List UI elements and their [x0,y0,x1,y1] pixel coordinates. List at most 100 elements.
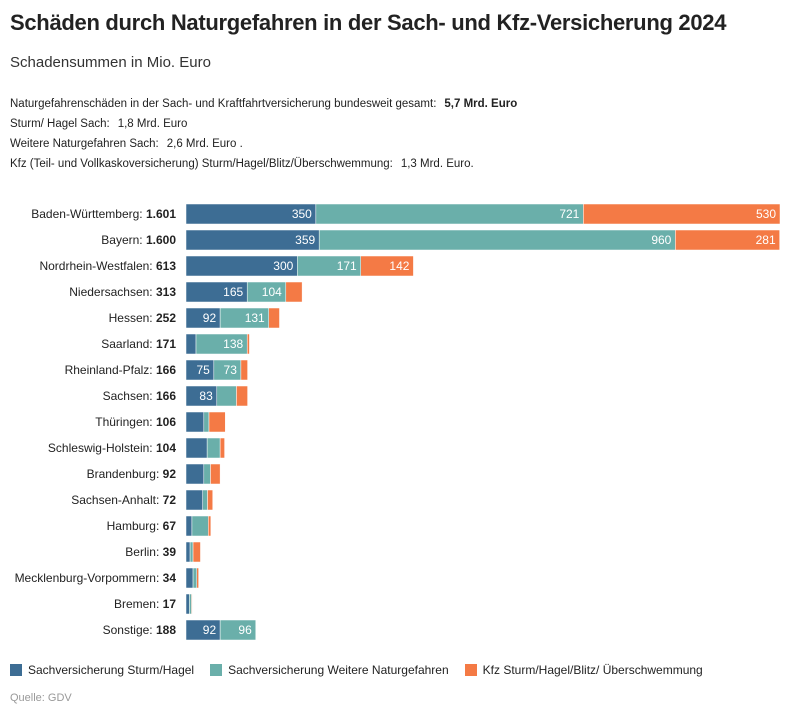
total-label: 34 [162,571,176,585]
value-label: 359 [295,233,315,247]
legend-label: Kfz Sturm/Hagel/Blitz/ Überschwemmung [482,663,703,677]
bar-segment [203,463,211,485]
total-label: 72 [162,493,176,507]
note: Kfz (Teil- und Vollkaskoversicherung) St… [10,156,517,176]
notes: Naturgefahrenschäden in der Sach- und Kr… [10,96,517,176]
legend-item: Kfz Sturm/Hagel/Blitz/ Überschwemmung [464,663,703,677]
category-label: Sonstige [103,623,156,637]
category-label: Mecklenburg-Vorpommern [15,571,163,585]
total-label: 166 [155,389,176,403]
note: Sturm/ Hagel Sach: 1,8 Mrd. Euro [10,116,517,136]
total-label: 252 [155,311,176,325]
row-label: Baden-Württemberg1.601 [31,207,176,221]
category-label: Sachsen [103,389,156,403]
bar-segment [236,385,248,407]
legend-swatch [210,664,223,676]
row-label: Bremen17 [114,597,176,611]
note-value: 1,3 Mrd. Euro. [400,158,474,170]
note-text: Weitere Naturgefahren Sach: [10,138,159,150]
category-label: Bremen [114,597,163,611]
value-label: 138 [223,337,243,351]
note-value: 2,6 Mrd. Euro . [166,138,243,150]
note-value: 5,7 Mrd. Euro [444,98,518,110]
total-label: 313 [155,285,176,299]
value-label: 171 [337,259,357,273]
legend: Sachversicherung Sturm/Hagel Sachversiche… [10,663,703,677]
row-label: Berlin39 [125,545,176,559]
row-label: Sachsen-Anhalt72 [71,493,176,507]
bar-segment [216,385,237,407]
row-label: Sachsen166 [103,389,176,403]
value-label: 73 [224,363,238,377]
chart-title: Schäden durch Naturgefahren in der Sach-… [10,10,727,35]
total-label: 67 [162,519,176,533]
bar-segment [203,411,210,433]
value-label: 165 [223,285,243,299]
category-label: Berlin [125,545,162,559]
category-label: Schleswig-Holstein [48,441,156,455]
total-label: 613 [155,259,176,273]
row-label: Thüringen106 [95,415,176,429]
category-label: Sachsen-Anhalt [71,493,162,507]
bar-segment [268,307,280,329]
note: Weitere Naturgefahren Sach: 2,6 Mrd. Euro… [10,136,517,156]
row-label: Bayern1.600 [101,233,176,247]
row-label: Hamburg67 [107,519,176,533]
value-label: 530 [756,207,776,221]
bar-segment [189,541,194,563]
note: Naturgefahrenschäden in der Sach- und Kr… [10,96,517,116]
category-label: Niedersachsen [69,285,156,299]
category-label: Hessen [109,311,156,325]
category-label: Brandenburg [87,467,163,481]
value-label: 142 [389,259,409,273]
chart-subtitle: Schadensummen in Mio. Euro [10,54,211,71]
legend-label: Sachversicherung Weitere Naturgefahren [228,663,449,677]
row-label: Hessen252 [109,311,176,325]
total-label: 171 [155,337,176,351]
row-label: Schleswig-Holstein104 [48,441,176,455]
total-label: 17 [162,597,176,611]
bar-segment [219,437,225,459]
value-label: 350 [292,207,312,221]
category-label: Nordrhein-Westfalen [39,259,156,273]
bar-segment [246,333,250,355]
bar-segment [240,359,248,381]
bar-segment [185,489,203,511]
category-label: Saarland [101,337,156,351]
note-text: Sturm/ Hagel Sach: [10,118,110,130]
row-label: Brandenburg92 [87,467,176,481]
bar-segment [185,567,194,589]
legend-label: Sachversicherung Sturm/Hagel [28,663,195,677]
total-label: 92 [162,467,176,481]
legend-item: Sachversicherung Weitere Naturgefahren [210,663,449,677]
bar-segment [185,333,197,355]
legend-swatch [464,664,477,676]
value-label: 83 [199,389,213,403]
row-label: Mecklenburg-Vorpommern34 [15,571,176,585]
bar-segment [185,411,205,433]
note-text: Kfz (Teil- und Vollkaskoversicherung) St… [10,158,393,170]
bar-segment [202,489,208,511]
bar-segment [191,515,209,537]
total-label: 104 [155,441,176,455]
source: Quelle: GDV [10,692,72,704]
value-label: 92 [203,311,217,325]
bar-segment [318,229,676,251]
note-text: Naturgefahrenschäden in der Sach- und Kr… [10,98,437,110]
total-label: 39 [162,545,176,559]
legend-item: Sachversicherung Sturm/Hagel [10,663,194,677]
bar-segment [192,567,198,589]
chart: 350 721 530 359 960 281 300 171 142 165 104 92 13113… [185,203,781,641]
value-label: 300 [273,259,293,273]
bar-segment [675,229,780,251]
bar-segment [196,567,199,589]
bar-segment [185,463,205,485]
total-label: 1.600 [145,233,176,247]
bar-segment [360,255,414,277]
row-label: Saarland171 [101,337,176,351]
value-label: 92 [203,623,217,637]
category-label: Rheinland-Pfalz [65,363,156,377]
bar-segment [210,463,221,485]
row-label: Sonstige188 [103,623,176,637]
